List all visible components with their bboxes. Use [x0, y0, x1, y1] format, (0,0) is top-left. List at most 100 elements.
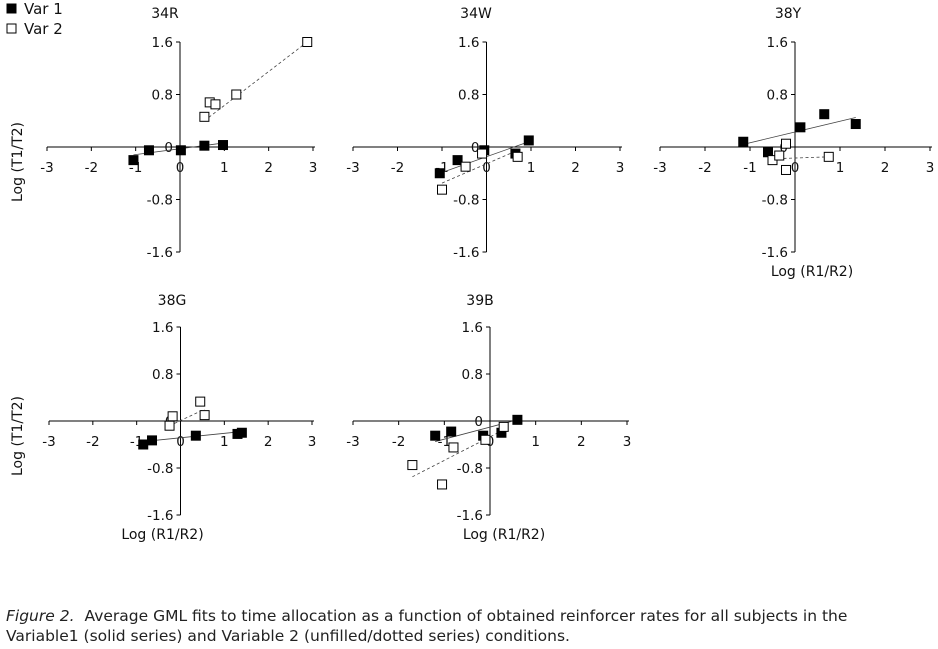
x-tick-label: -1	[743, 160, 756, 176]
data-point-var1	[434, 168, 445, 179]
y-tick-label: 0	[474, 414, 483, 430]
y-tick-label: -0.8	[457, 461, 483, 477]
x-tick-label: 1	[220, 434, 229, 450]
panel-title: 38Y	[775, 6, 802, 22]
x-tick-label: -3	[42, 434, 55, 450]
data-point-var1	[138, 439, 149, 450]
data-point-var1	[795, 122, 806, 133]
x-axis-title: Log (R1/R2)	[463, 527, 545, 543]
y-tick-label: 0.8	[767, 88, 788, 104]
y-tick-label: 1.6	[462, 320, 483, 336]
x-tick-label: 1	[220, 160, 229, 176]
x-tick-label: -3	[346, 434, 359, 450]
data-point-var1	[430, 430, 441, 441]
y-tick-label: 1.6	[767, 35, 788, 51]
y-tick-label: -1.6	[762, 245, 788, 261]
fit-line-var2	[772, 156, 829, 160]
figure-charts: -3 -2 -1 0 1 2 3 1.6 0.8 0 -0.8 -1.6 34R Log (T1/T2) V…	[6, 0, 934, 543]
x-axis-title: Log (R1/R2)	[121, 527, 203, 543]
y-tick-label: -1.6	[453, 245, 479, 261]
data-point-var1	[175, 145, 186, 156]
data-point-var2	[210, 99, 221, 110]
data-point-var1	[218, 140, 229, 151]
x-tick-label: 3	[616, 160, 625, 176]
y-tick-label: -1.6	[147, 245, 173, 261]
y-tick-label: 1.6	[152, 35, 173, 51]
data-point-var2	[781, 138, 791, 149]
data-point-var2	[199, 111, 210, 122]
data-point-var2	[460, 161, 471, 172]
legend-label-var2: Var 2	[24, 20, 63, 38]
data-point-var1	[236, 427, 247, 438]
panel-title: 39B	[466, 293, 493, 309]
x-tick-label: 0	[176, 160, 185, 176]
x-tick-label: 2	[264, 160, 273, 176]
data-point-var2	[199, 410, 210, 421]
x-tick-label: -2	[391, 160, 404, 176]
y-tick-label: 0.8	[152, 367, 173, 383]
fit-line-var2	[412, 429, 504, 478]
x-tick-label: 1	[836, 160, 845, 176]
data-point-var1	[452, 155, 463, 166]
data-point-var2	[195, 396, 206, 407]
data-point-var2	[823, 151, 834, 162]
legend-marker-var1	[6, 3, 17, 14]
data-point-var2	[437, 479, 448, 490]
legend-label-var1: Var 1	[24, 0, 63, 18]
data-point-var2	[231, 89, 242, 100]
x-tick-label: -2	[85, 160, 98, 176]
data-point-var1	[147, 435, 158, 446]
x-tick-label: 2	[571, 160, 580, 176]
x-tick-label: -2	[392, 434, 405, 450]
x-tick-label: 3	[926, 160, 935, 176]
data-point-var1	[512, 414, 523, 425]
x-tick-label: 0	[176, 434, 185, 450]
data-point-var2	[480, 434, 491, 445]
data-point-var2	[407, 460, 418, 471]
x-tick-label: -2	[698, 160, 711, 176]
data-point-var2	[512, 151, 523, 162]
x-tick-label: 0	[482, 160, 491, 176]
data-point-var2	[164, 420, 175, 431]
y-axis-title: Log (T1/T2)	[10, 396, 26, 476]
data-point-var2	[781, 164, 791, 175]
data-point-var2	[167, 411, 178, 422]
x-tick-label: 3	[308, 434, 317, 450]
x-tick-label: 2	[881, 160, 890, 176]
y-tick-label: -0.8	[453, 193, 479, 209]
data-point-var1	[199, 140, 210, 151]
figure-caption: Figure 2. Average GML fits to time alloca…	[6, 606, 921, 646]
y-axis-title: Log (T1/T2)	[10, 122, 26, 202]
data-point-var2	[477, 148, 488, 159]
x-tick-label: 1	[527, 160, 536, 176]
x-tick-label: -3	[653, 160, 666, 176]
y-tick-label: -0.8	[147, 193, 173, 209]
y-tick-label: -0.8	[762, 193, 788, 209]
data-point-var2	[437, 184, 447, 195]
x-tick-label: 0	[791, 160, 800, 176]
x-tick-label: -3	[346, 160, 359, 176]
y-tick-label: 0.8	[152, 88, 173, 104]
data-point-var1	[446, 426, 457, 437]
data-point-var1	[819, 109, 830, 120]
data-point-var1	[128, 155, 139, 166]
legend: Var 1 Var 2	[6, 0, 63, 38]
data-point-var2	[448, 442, 459, 453]
y-tick-label: 0	[471, 140, 480, 156]
x-tick-label: 2	[264, 434, 273, 450]
figure-caption-text: Average GML fits to time allocation as a…	[6, 607, 848, 645]
data-point-var1	[738, 136, 749, 147]
panel-title: 34R	[151, 6, 179, 22]
data-point-var2	[774, 150, 785, 161]
x-tick-label: -3	[40, 160, 53, 176]
x-axis-title: Log (R1/R2)	[771, 264, 853, 280]
y-tick-label: -1.6	[147, 508, 173, 524]
x-tick-label: 2	[577, 434, 586, 450]
y-tick-label: 1.6	[458, 35, 479, 51]
data-point-var1	[143, 145, 154, 156]
